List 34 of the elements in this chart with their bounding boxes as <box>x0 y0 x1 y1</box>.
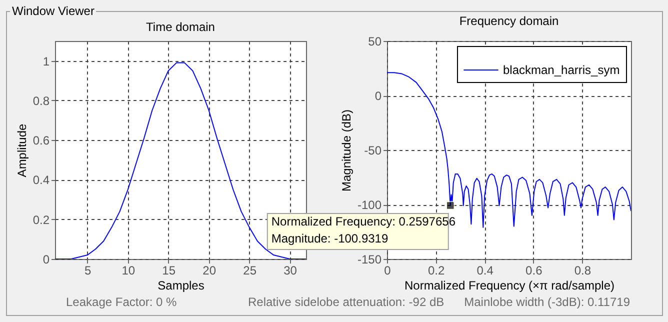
y-tick-label: 50 <box>368 34 382 48</box>
x-tick-label: 10 <box>122 264 136 278</box>
annotation: Normalized Frequency: 0.2597656 Magnitude: -100.9319 <box>271 214 456 246</box>
x-tick-label: 15 <box>162 264 176 278</box>
y-tick-label: 0.8 <box>32 94 50 108</box>
x-tick-label: 0 <box>384 264 392 278</box>
x-tick-label: 0.4 <box>476 264 494 278</box>
y-tick-label: 0.6 <box>32 134 50 148</box>
x-axis-title: Samples <box>158 278 204 292</box>
text: Mainlobe width (-3dB): 0.11719 <box>464 295 630 309</box>
x-tick-label: 25 <box>243 264 257 278</box>
x-axis-title: Normalized Frequency (×π rad/sample) <box>404 278 615 292</box>
y-tick-label: 0.4 <box>32 173 50 188</box>
y-tick-label: 0.2 <box>32 212 50 227</box>
legend-label: blackman_harris_sym <box>503 63 620 77</box>
chart-title: Time domain <box>146 20 215 34</box>
text: Leakage Factor: 0 % <box>66 295 177 309</box>
x-tick-label: 5 <box>84 264 92 278</box>
x-tick-label: 0.2 <box>428 264 445 278</box>
x-tick-label: 0.6 <box>526 264 543 278</box>
y-tick-label: 0 <box>374 89 382 103</box>
y-tick-label: 0 <box>42 252 50 266</box>
y-tick-label: 1 <box>42 54 50 68</box>
x-tick-label: 20 <box>202 264 216 278</box>
text: Relative sidelobe attenuation: -92 dB <box>248 295 444 309</box>
text: Window Viewer <box>10 4 96 18</box>
chart-title: Frequency domain <box>459 14 559 28</box>
y-tick-label: -100 <box>357 198 382 212</box>
x-tick-label: 30 <box>284 264 298 278</box>
y-axis-title: Amplitude <box>14 124 29 178</box>
x-tick-label: 0.8 <box>574 264 592 278</box>
y-axis-title: Magnitude (dB) <box>339 109 354 192</box>
y-tick-label: -50 <box>364 144 382 158</box>
y-tick-label: -150 <box>357 252 382 266</box>
